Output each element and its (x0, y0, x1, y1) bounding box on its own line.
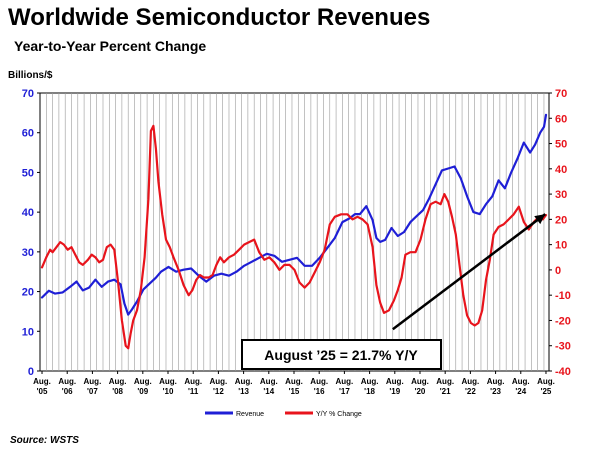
left-axis-unit-label: Billions/$ (8, 70, 53, 81)
chart-subtitle: Year-to-Year Percent Change (14, 38, 207, 54)
annotation-box: August ’25 = 21.7% Y/Y (241, 339, 442, 370)
trend-arrow (392, 213, 546, 331)
x-tick-month: Aug. (235, 377, 253, 386)
x-tick-month: Aug. (411, 377, 429, 386)
right-tick-label: -40 (555, 366, 571, 378)
right-tick-label: -20 (555, 315, 571, 327)
left-tick-label: 20 (22, 287, 34, 299)
x-tick-year: '11 (188, 387, 199, 396)
x-tick-month: Aug. (461, 377, 479, 386)
x-tick-month: Aug. (33, 377, 51, 386)
x-tick-month: Aug. (210, 377, 228, 386)
x-tick-month: Aug. (84, 377, 102, 386)
x-tick-year: '07 (87, 387, 98, 396)
left-tick-label: 40 (22, 207, 34, 219)
left-tick-label: 30 (22, 247, 34, 259)
revenue-chart: 0 10 20 30 40 50 60 70 -40 -30 -20 -10 0 10 20 30 40 50 6… (22, 88, 571, 418)
x-tick-month: Aug. (159, 377, 177, 386)
annotation-text: August ’25 = 21.7% Y/Y (264, 347, 418, 363)
x-tick-year: '05 (37, 387, 48, 396)
right-tick-label: -30 (555, 341, 571, 353)
left-tick-label: 50 (22, 167, 34, 179)
x-tick-month: Aug. (512, 377, 530, 386)
right-y-axis: -40 -30 -20 -10 0 10 20 30 40 50 60 70 (549, 88, 571, 378)
x-tick-year: '08 (112, 387, 123, 396)
x-tick-month: Aug. (58, 377, 76, 386)
legend-yoy-label: Y/Y % Change (316, 411, 362, 418)
x-tick-year: '13 (238, 387, 249, 396)
series-lines (40, 113, 548, 350)
x-tick-month: Aug. (260, 377, 278, 386)
right-tick-label: 20 (555, 214, 567, 226)
x-tick-year: '22 (465, 387, 476, 396)
right-tick-label: 50 (555, 139, 567, 151)
x-tick-month: Aug. (336, 377, 354, 386)
left-y-axis: 0 10 20 30 40 50 60 70 (22, 88, 40, 378)
x-tick-year: '09 (137, 387, 148, 396)
x-tick-month: Aug. (361, 377, 379, 386)
left-tick-label: 10 (22, 326, 34, 338)
x-tick-month: Aug. (436, 377, 454, 386)
right-tick-label: 0 (555, 265, 561, 277)
x-tick-month: Aug. (386, 377, 404, 386)
right-tick-label: 60 (555, 113, 567, 125)
trend-line (392, 213, 546, 331)
left-tick-label: 0 (28, 366, 34, 378)
x-tick-month: Aug. (184, 377, 202, 386)
right-tick-label: 70 (555, 88, 567, 100)
right-tick-label: 10 (555, 240, 567, 252)
x-tick-year: '15 (289, 387, 300, 396)
source-note: Source: WSTS (10, 435, 79, 446)
x-tick-year: '25 (541, 387, 552, 396)
x-tick-year: '23 (490, 387, 501, 396)
legend: Revenue Y/Y % Change (205, 411, 362, 418)
x-tick-year: '19 (389, 387, 400, 396)
revenue-line (40, 113, 548, 316)
right-tick-label: 30 (555, 189, 567, 201)
yoy-change-line (40, 124, 548, 350)
x-axis: Aug.'05Aug.'06Aug.'07Aug.'08Aug.'09Aug.'… (33, 371, 555, 396)
vertical-gridlines (45, 93, 545, 371)
left-tick-label: 70 (22, 88, 34, 100)
annotation-frame (241, 339, 442, 370)
x-tick-month: Aug. (487, 377, 505, 386)
x-tick-year: '21 (440, 387, 451, 396)
x-tick-month: Aug. (109, 377, 127, 386)
plot-area (39, 92, 550, 372)
x-tick-year: '16 (314, 387, 325, 396)
x-tick-year: '14 (263, 387, 274, 396)
x-tick-month: Aug. (537, 377, 555, 386)
x-tick-year: '18 (364, 387, 375, 396)
x-tick-year: '12 (213, 387, 224, 396)
legend-revenue-label: Revenue (236, 411, 264, 418)
x-tick-month: Aug. (310, 377, 328, 386)
chart-title: Worldwide Semiconductor Revenues (8, 4, 431, 31)
x-tick-month: Aug. (285, 377, 303, 386)
x-tick-year: '20 (415, 387, 426, 396)
x-tick-month: Aug. (134, 377, 152, 386)
left-tick-label: 60 (22, 128, 34, 140)
x-tick-year: '10 (163, 387, 174, 396)
right-tick-label: -10 (555, 290, 571, 302)
x-tick-year: '17 (339, 387, 350, 396)
right-tick-label: 40 (555, 164, 567, 176)
x-tick-year: '24 (515, 387, 526, 396)
trend-arrowhead (534, 214, 546, 225)
x-tick-year: '06 (62, 387, 73, 396)
